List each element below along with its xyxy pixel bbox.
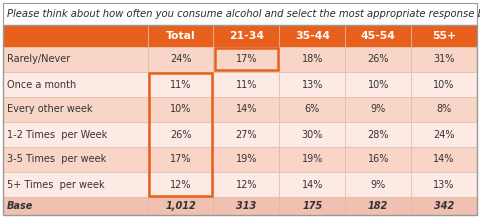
Text: 31%: 31% xyxy=(433,54,455,65)
FancyBboxPatch shape xyxy=(147,147,214,172)
FancyBboxPatch shape xyxy=(279,197,345,215)
FancyBboxPatch shape xyxy=(147,72,214,97)
Text: 19%: 19% xyxy=(236,155,257,165)
FancyBboxPatch shape xyxy=(345,122,411,147)
FancyBboxPatch shape xyxy=(345,72,411,97)
FancyBboxPatch shape xyxy=(411,197,477,215)
Text: 35-44: 35-44 xyxy=(295,31,330,41)
Text: 12%: 12% xyxy=(236,179,257,189)
Text: 17%: 17% xyxy=(236,54,257,65)
FancyBboxPatch shape xyxy=(3,3,477,25)
FancyBboxPatch shape xyxy=(279,72,345,97)
FancyBboxPatch shape xyxy=(147,197,214,215)
FancyBboxPatch shape xyxy=(411,122,477,147)
FancyBboxPatch shape xyxy=(214,97,279,122)
Text: Rarely/Never: Rarely/Never xyxy=(7,54,70,65)
FancyBboxPatch shape xyxy=(3,47,147,72)
Text: 10%: 10% xyxy=(170,104,191,114)
Text: Base: Base xyxy=(7,201,34,211)
Text: 30%: 30% xyxy=(301,129,323,140)
FancyBboxPatch shape xyxy=(345,197,411,215)
Text: 342: 342 xyxy=(434,201,454,211)
FancyBboxPatch shape xyxy=(411,147,477,172)
Text: 1-2 Times  per Week: 1-2 Times per Week xyxy=(7,129,107,140)
FancyBboxPatch shape xyxy=(147,47,214,72)
FancyBboxPatch shape xyxy=(214,172,279,197)
FancyBboxPatch shape xyxy=(3,172,147,197)
Text: 21-34: 21-34 xyxy=(229,31,264,41)
FancyBboxPatch shape xyxy=(147,172,214,197)
FancyBboxPatch shape xyxy=(147,122,214,147)
Text: Once a month: Once a month xyxy=(7,80,76,90)
FancyBboxPatch shape xyxy=(3,97,147,122)
FancyBboxPatch shape xyxy=(345,47,411,72)
Text: 13%: 13% xyxy=(301,80,323,90)
FancyBboxPatch shape xyxy=(411,72,477,97)
FancyBboxPatch shape xyxy=(411,172,477,197)
FancyBboxPatch shape xyxy=(411,97,477,122)
Text: 28%: 28% xyxy=(367,129,389,140)
Text: 24%: 24% xyxy=(170,54,191,65)
FancyBboxPatch shape xyxy=(214,25,279,47)
Text: 45-54: 45-54 xyxy=(361,31,396,41)
Text: 19%: 19% xyxy=(301,155,323,165)
Text: 175: 175 xyxy=(302,201,323,211)
Text: 26%: 26% xyxy=(170,129,191,140)
FancyBboxPatch shape xyxy=(147,97,214,122)
Text: Please think about how often you consume alcohol and select the most appropriate: Please think about how often you consume… xyxy=(7,9,480,19)
Text: 27%: 27% xyxy=(236,129,257,140)
Text: 13%: 13% xyxy=(433,179,455,189)
Text: 313: 313 xyxy=(236,201,256,211)
Text: 14%: 14% xyxy=(433,155,455,165)
FancyBboxPatch shape xyxy=(411,47,477,72)
Text: 182: 182 xyxy=(368,201,388,211)
FancyBboxPatch shape xyxy=(3,122,147,147)
Text: 12%: 12% xyxy=(170,179,191,189)
FancyBboxPatch shape xyxy=(214,197,279,215)
Text: 24%: 24% xyxy=(433,129,455,140)
Text: 17%: 17% xyxy=(170,155,191,165)
Text: 14%: 14% xyxy=(301,179,323,189)
FancyBboxPatch shape xyxy=(3,25,147,47)
Text: 9%: 9% xyxy=(371,104,386,114)
FancyBboxPatch shape xyxy=(214,72,279,97)
Text: 5+ Times  per week: 5+ Times per week xyxy=(7,179,105,189)
Text: 11%: 11% xyxy=(170,80,191,90)
FancyBboxPatch shape xyxy=(3,147,147,172)
FancyBboxPatch shape xyxy=(279,97,345,122)
FancyBboxPatch shape xyxy=(3,197,147,215)
Text: Every other week: Every other week xyxy=(7,104,93,114)
Text: 11%: 11% xyxy=(236,80,257,90)
Text: 3-5 Times  per week: 3-5 Times per week xyxy=(7,155,106,165)
FancyBboxPatch shape xyxy=(279,47,345,72)
FancyBboxPatch shape xyxy=(411,25,477,47)
FancyBboxPatch shape xyxy=(147,25,214,47)
FancyBboxPatch shape xyxy=(345,25,411,47)
Text: 14%: 14% xyxy=(236,104,257,114)
FancyBboxPatch shape xyxy=(214,47,279,72)
Text: 10%: 10% xyxy=(433,80,455,90)
Text: Total: Total xyxy=(166,31,195,41)
FancyBboxPatch shape xyxy=(214,122,279,147)
FancyBboxPatch shape xyxy=(345,147,411,172)
FancyBboxPatch shape xyxy=(345,172,411,197)
FancyBboxPatch shape xyxy=(214,147,279,172)
Text: 26%: 26% xyxy=(367,54,389,65)
Text: 8%: 8% xyxy=(436,104,452,114)
FancyBboxPatch shape xyxy=(279,172,345,197)
Text: 10%: 10% xyxy=(368,80,389,90)
Text: 9%: 9% xyxy=(371,179,386,189)
Text: 16%: 16% xyxy=(368,155,389,165)
FancyBboxPatch shape xyxy=(279,122,345,147)
FancyBboxPatch shape xyxy=(3,72,147,97)
Text: 18%: 18% xyxy=(301,54,323,65)
FancyBboxPatch shape xyxy=(345,97,411,122)
Text: 1,012: 1,012 xyxy=(165,201,196,211)
Text: 55+: 55+ xyxy=(432,31,456,41)
FancyBboxPatch shape xyxy=(279,25,345,47)
Text: 6%: 6% xyxy=(305,104,320,114)
FancyBboxPatch shape xyxy=(279,147,345,172)
